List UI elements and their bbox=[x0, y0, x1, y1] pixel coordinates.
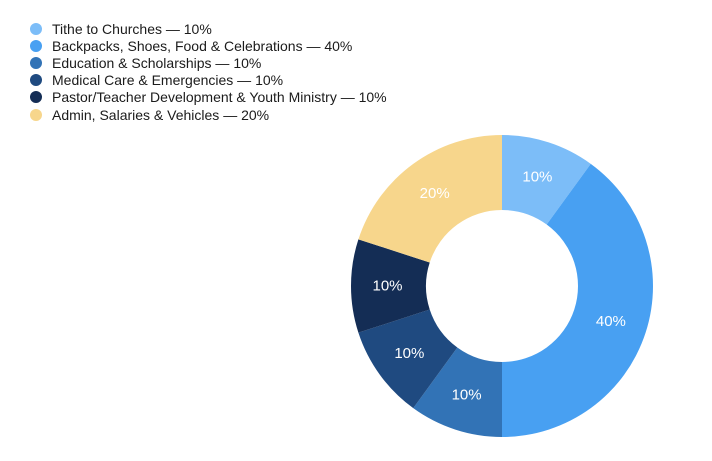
legend-label-education: Education & Scholarships — 10% bbox=[52, 54, 262, 71]
legend-label-medical: Medical Care & Emergencies — 10% bbox=[52, 72, 284, 89]
legend-item-medical: Medical Care & Emergencies — 10% bbox=[30, 72, 387, 89]
slice-label-tithe: 10% bbox=[522, 169, 552, 186]
legend-item-admin: Admin, Salaries & Vehicles — 20% bbox=[30, 106, 387, 123]
legend-label-backpacks: Backpacks, Shoes, Food & Celebrations — … bbox=[52, 37, 353, 54]
slice-label-medical: 10% bbox=[394, 345, 424, 362]
donut-slice-admin bbox=[358, 135, 502, 263]
slice-label-admin: 20% bbox=[420, 185, 450, 202]
donut-slice-tithe bbox=[502, 135, 591, 225]
legend-item-tithe: Tithe to Churches — 10% bbox=[30, 20, 387, 37]
legend-label-tithe: Tithe to Churches — 10% bbox=[52, 20, 212, 37]
legend-item-education: Education & Scholarships — 10% bbox=[30, 54, 387, 71]
donut-slice-education bbox=[413, 347, 502, 438]
legend-label-admin: Admin, Salaries & Vehicles — 20% bbox=[52, 106, 270, 123]
legend-item-pastor: Pastor/Teacher Development & Youth Minis… bbox=[30, 89, 387, 106]
slice-label-backpacks: 40% bbox=[596, 313, 626, 330]
donut-slice-medical bbox=[358, 309, 458, 409]
legend-swatch-education bbox=[30, 56, 42, 69]
chart-legend: Tithe to Churches — 10% Backpacks, Shoes… bbox=[30, 20, 387, 123]
legend-swatch-admin bbox=[30, 108, 42, 121]
donut-slices bbox=[351, 135, 653, 438]
legend-label-pastor: Pastor/Teacher Development & Youth Minis… bbox=[52, 89, 387, 106]
legend-item-backpacks: Backpacks, Shoes, Food & Celebrations — … bbox=[30, 37, 387, 54]
legend-swatch-pastor bbox=[30, 91, 42, 104]
donut-slice-pastor bbox=[351, 239, 430, 333]
legend-swatch-backpacks bbox=[30, 39, 42, 52]
slice-label-education: 10% bbox=[452, 386, 482, 403]
legend-swatch-medical bbox=[30, 74, 42, 87]
donut-slice-backpacks bbox=[502, 163, 653, 437]
slice-label-pastor: 10% bbox=[372, 278, 402, 295]
legend-swatch-tithe bbox=[30, 22, 42, 35]
slice-labels: 10% 40% 10% 10% 10% 20% bbox=[372, 169, 625, 404]
